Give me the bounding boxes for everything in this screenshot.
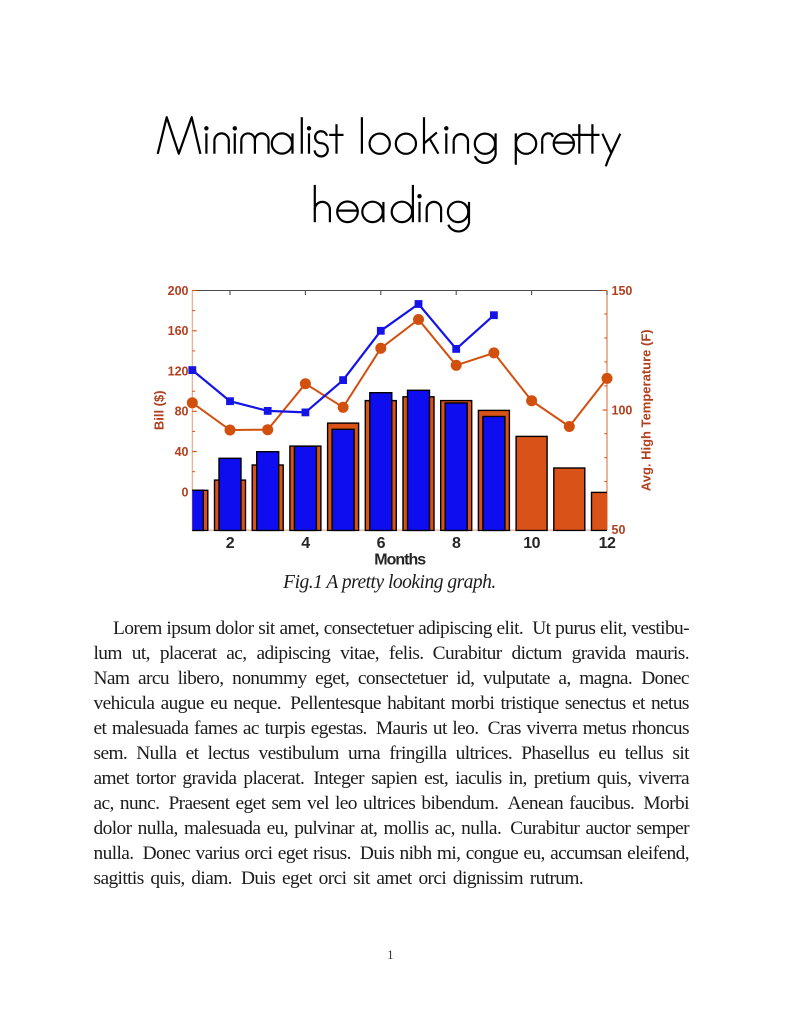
svg-text:Months: Months xyxy=(374,551,426,568)
svg-text:Avg. High Temperature (F): Avg. High Temperature (F) xyxy=(639,329,654,491)
svg-text:10: 10 xyxy=(523,535,540,552)
svg-text:50: 50 xyxy=(612,523,626,537)
svg-text:6: 6 xyxy=(377,535,386,552)
svg-text:200: 200 xyxy=(168,284,189,298)
svg-text:0: 0 xyxy=(182,485,189,499)
svg-text:150: 150 xyxy=(612,284,633,298)
svg-text:80: 80 xyxy=(175,405,189,419)
svg-text:120: 120 xyxy=(168,364,189,378)
svg-text:12: 12 xyxy=(599,535,616,552)
svg-text:40: 40 xyxy=(175,445,189,459)
svg-text:2: 2 xyxy=(226,535,235,552)
svg-text:160: 160 xyxy=(168,324,189,338)
svg-text:4: 4 xyxy=(301,535,310,552)
svg-text:8: 8 xyxy=(452,535,461,552)
svg-text:100: 100 xyxy=(612,403,633,417)
svg-text:Bill ($): Bill ($) xyxy=(152,390,167,430)
